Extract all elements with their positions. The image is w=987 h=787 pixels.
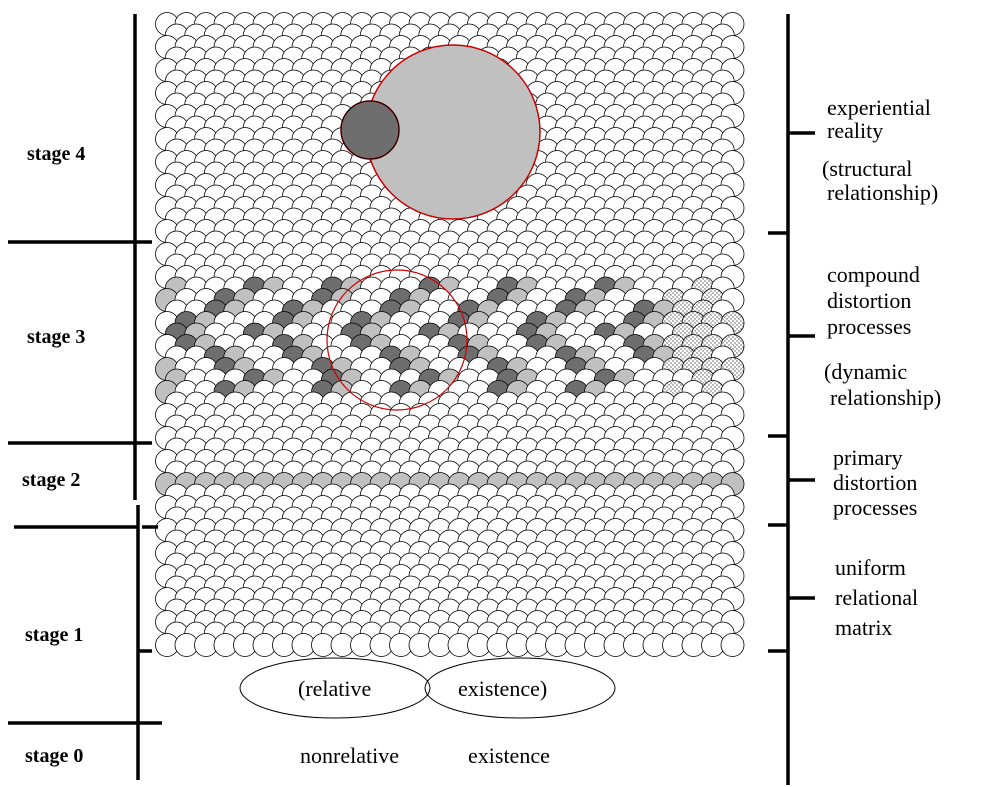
stage3-desc-line2: distortion [827,288,911,313]
small-dark-circle-outline [340,100,400,160]
matrix-cell [720,633,745,657]
stage2-desc-line3: processes [833,495,917,520]
stage3-desc-line4: (dynamic [824,359,907,384]
stage3-desc-line3: processes [827,314,911,339]
stage-3-label: stage 3 [27,326,85,348]
stage4-desc-line1: experiential [827,95,931,120]
left-axis [8,14,162,780]
stage-4-label: stage 4 [27,143,85,165]
stage2-desc-line2: distortion [833,470,917,495]
stage4-desc-line2: reality [827,118,883,143]
existence-ellipse [424,657,616,719]
stage1-desc-line3: matrix [835,615,892,640]
stage-0-label: stage 0 [25,745,83,767]
stage3-desc-line5: relationship) [830,385,941,410]
relative-ellipse [239,657,431,719]
existence-label: existence [468,743,550,768]
stage1-desc-line1: uniform [835,555,906,580]
relative-label: (relative [298,676,371,701]
stage-2-label: stage 2 [22,469,80,491]
stage4-desc-line3: (structural [822,156,912,181]
stage4-desc-line4: relationship) [827,180,938,205]
right-axis [768,14,815,785]
relational-matrix [155,12,745,657]
stage-1-label: stage 1 [25,624,83,646]
stage1-desc-line2: relational [835,585,918,610]
stage2-desc-line1: primary [833,445,903,470]
stage3-highlight-ring [326,269,468,411]
nonrelative-label: nonrelative [300,743,399,768]
stage3-desc-line1: compound [827,262,920,287]
existence-paren-label: existence) [458,676,547,701]
